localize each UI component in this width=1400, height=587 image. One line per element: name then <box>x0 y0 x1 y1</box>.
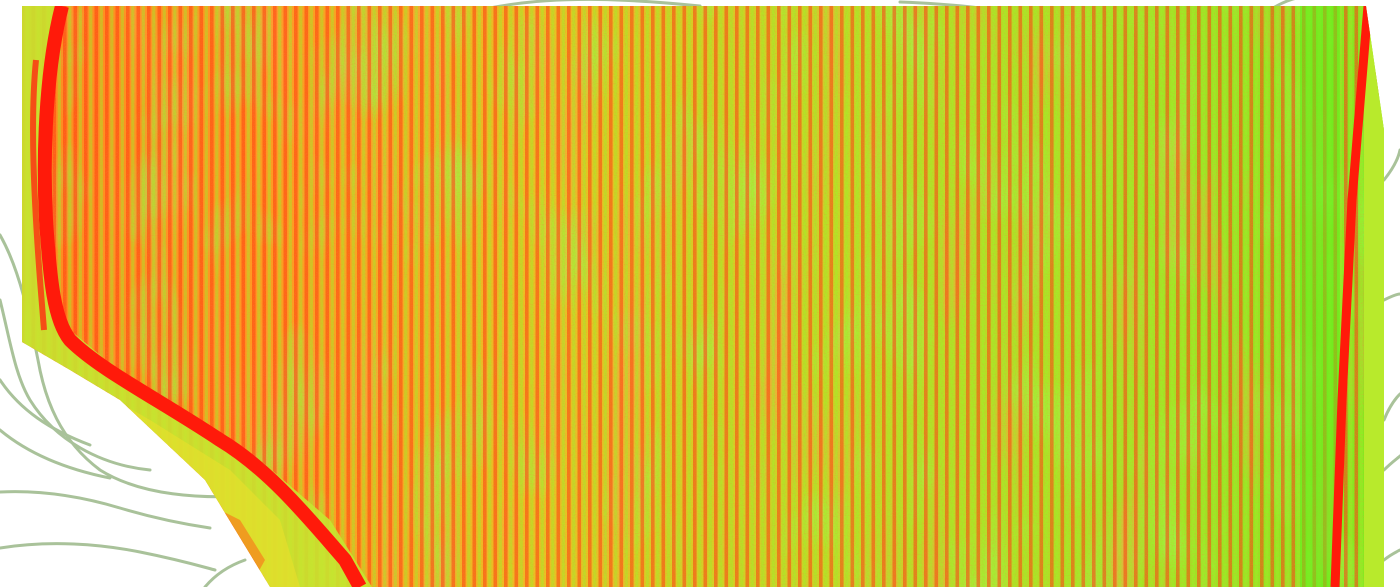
southwest-yellow-edge <box>80 380 300 587</box>
contour-line <box>1382 392 1400 422</box>
contour-line <box>1382 148 1400 182</box>
contour-line <box>0 428 112 480</box>
east-red-boundary <box>1330 6 1373 587</box>
contour-line <box>0 378 92 447</box>
contour-line <box>488 0 702 10</box>
contour-line <box>203 558 247 587</box>
contour-line <box>0 298 152 472</box>
contour-line <box>0 490 212 530</box>
contour-line <box>1382 548 1400 562</box>
east-green-strip <box>1300 6 1340 587</box>
contour-line <box>1382 454 1400 472</box>
east-hedge-strip <box>1364 6 1384 587</box>
contour-line <box>1382 292 1400 302</box>
west-red-inner <box>30 59 47 331</box>
contour-line <box>0 542 217 572</box>
west-red-boundary <box>37 6 367 587</box>
